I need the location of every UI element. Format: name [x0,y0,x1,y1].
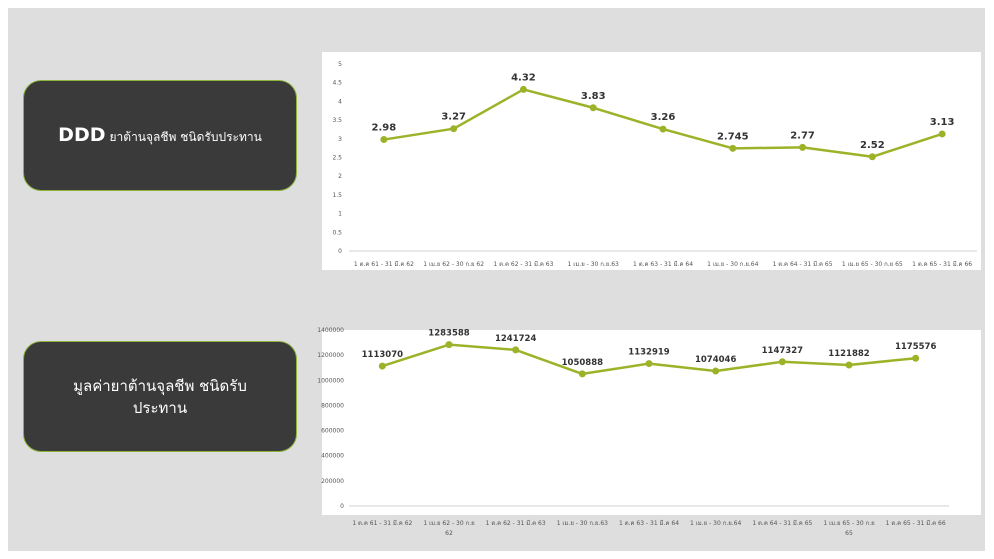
x-tick-label: 1 ต.ค 63 - 31 มี.ค 64 [633,260,693,268]
data-point [659,125,667,133]
x-tick-label: 1 ต.ค 61 - 31 มี.ค 62 [352,519,412,527]
data-point [868,153,876,161]
y-tick-label: 1 [338,211,342,218]
data-label: 1175576 [895,342,936,352]
y-tick-label: 0 [338,248,342,255]
data-point [912,354,920,362]
data-point [450,125,458,133]
y-tick-label: 0 [340,503,344,510]
data-point [445,341,453,349]
data-label: 1132919 [628,348,669,358]
data-label: 3.13 [930,117,955,128]
data-label: 2.98 [372,123,397,134]
y-tick-label: 400000 [321,453,344,460]
y-tick-label: 1200000 [317,352,344,359]
y-tick-label: 600000 [321,428,344,435]
x-tick-label: 1 เม.ย - 30 ก.ย.63 [568,261,619,268]
data-point [938,130,946,138]
ddd-label-big: DDD [58,124,106,146]
x-tick-label: 1 ต.ค 62 - 31 มี.ค 63 [493,260,553,268]
x-tick-label: 1 ต.ค 64 - 31 มี.ค 65 [773,260,833,268]
ddd-line-chart: 0 0.5 1 1.5 2 2.5 3 3.5 4 4.5 5 1 ต.ค 61 - 31 มี.ค … [332,61,977,268]
data-label: 2.52 [860,140,885,151]
data-point [645,360,653,368]
value-label-box: มูลค่ายาต้านจุลชีพ ชนิดรับประทาน [23,341,297,452]
ddd-label-text: DDD ยาต้านจุลชีพ ชนิดรับประทาน [58,124,262,147]
y-tick-label: 200000 [321,478,344,485]
data-label: 1241724 [495,334,536,344]
data-label: 1121882 [828,349,869,359]
x-tick-label: 1 ต.ค 64 - 31 มี.ค 65 [752,519,812,527]
y-tick-label: 3.5 [332,117,342,124]
data-point [799,143,807,151]
value-line-chart: 0 200000 400000 600000 800000 1000000 1200000 1… [317,327,949,537]
data-point [512,346,520,354]
data-label: 1113070 [362,350,403,360]
x-tick-label: 1 เม.ย - 30 ก.ย.64 [690,520,741,527]
data-label: 2.77 [790,130,815,141]
data-point [589,104,597,112]
data-point [845,361,853,369]
ddd-label-small: ยาต้านจุลชีพ ชนิดรับประทาน [109,130,262,144]
y-tick-label: 2 [338,173,342,180]
x-tick-label: 1 ต.ค 65 - 31 มี.ค 66 [886,519,946,527]
value-label-text: มูลค่ายาต้านจุลชีพ ชนิดรับประทาน [73,376,247,417]
data-point [729,144,737,152]
x-tick-label: 1 ต.ค 61 - 31 มี.ค 62 [354,260,414,268]
ddd-label-box: DDD ยาต้านจุลชีพ ชนิดรับประทาน [23,80,297,191]
x-tick-label: 1 เม.ย 62 - 30 ก.ย 62 [423,261,484,268]
ddd-chart-panel: 0 0.5 1 1.5 2 2.5 3 3.5 4 4.5 5 1 ต.ค 61 - 31 มี.ค … [322,52,981,270]
x-tick-label: 1 เม.ย - 30 ก.ย.64 [707,261,758,268]
data-label: 4.32 [511,72,536,83]
y-tick-label: 1400000 [317,327,344,334]
data-point [380,136,388,144]
x-tick-label: 1 ต.ค 62 - 31 มี.ค 63 [486,519,546,527]
data-point [378,362,386,370]
data-label: 2.745 [717,131,749,142]
y-tick-label: 0.5 [332,229,342,236]
data-label: 3.26 [651,112,676,123]
y-tick-label: 800000 [321,402,344,409]
data-label: 1074046 [695,355,736,365]
y-tick-label: 4 [338,98,342,105]
x-tick-label: 1 ต.ค 65 - 31 มี.ค 66 [912,260,972,268]
data-point [778,358,786,366]
y-tick-label: 1000000 [317,377,344,384]
data-point [712,367,720,375]
value-chart-panel: 0 200000 400000 600000 800000 1000000 1200000 1… [317,327,981,537]
data-label: 1147327 [762,346,803,356]
y-tick-label: 4.5 [332,80,342,87]
x-tick-label: 1 ต.ค 63 - 31 มี.ค 64 [619,519,679,527]
data-point [578,370,586,378]
series-line [383,88,943,159]
x-tick-label: 1 เม.ย 62 - 30 ก.ย 62 [423,520,474,537]
x-tick-label: 1 เม.ย 65 - 30 ก.ย 65 [842,261,903,268]
data-label: 3.83 [581,91,606,102]
data-label: 1050888 [562,358,603,368]
y-tick-label: 1.5 [332,192,342,199]
x-tick-label: 1 เม.ย - 30 ก.ย.63 [557,520,608,527]
data-point [519,85,527,93]
data-label: 3.27 [441,112,466,123]
y-tick-label: 2.5 [332,155,342,162]
x-tick-label: 1 เม.ย 65 - 30 ก.ย 65 [823,520,874,537]
y-tick-label: 3 [338,136,342,143]
data-label: 1283588 [428,329,469,339]
y-tick-label: 5 [338,61,342,68]
